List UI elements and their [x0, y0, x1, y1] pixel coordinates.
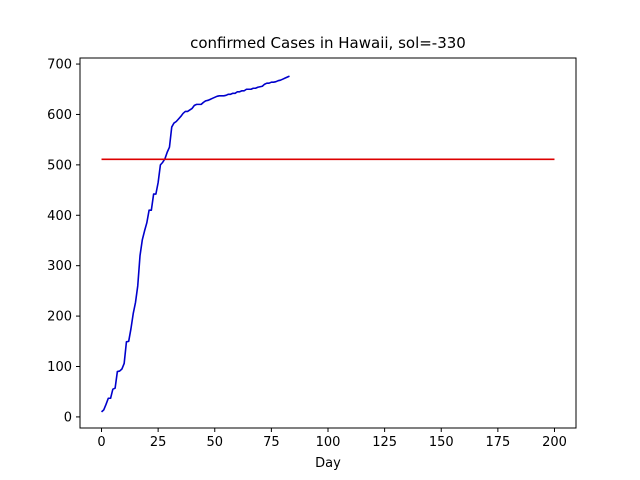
y-axis: 0 100 200 300 400 500 600 700 — [47, 58, 80, 425]
y-tick-label: 500 — [47, 158, 72, 173]
x-axis-label: Day — [315, 456, 341, 471]
y-tick-label: 0 — [64, 410, 72, 425]
chart-title: confirmed Cases in Hawaii, sol=-330 — [190, 34, 466, 52]
x-tick-label: 25 — [150, 435, 167, 450]
x-tick-label: 150 — [429, 435, 454, 450]
series-layer — [100, 75, 555, 413]
x-tick-label: 200 — [542, 435, 567, 450]
confirmed-cases-line — [100, 75, 290, 413]
y-tick-label: 100 — [47, 360, 72, 375]
x-tick-label: 100 — [316, 435, 341, 450]
y-tick-label: 600 — [47, 108, 72, 123]
x-tick-label: 175 — [485, 435, 510, 450]
x-tick-label: 0 — [97, 435, 105, 450]
y-tick-label: 700 — [47, 58, 72, 73]
x-axis: 0 25 50 75 100 125 150 175 200 — [97, 428, 567, 450]
x-tick-label: 75 — [263, 435, 280, 450]
x-tick-label: 125 — [372, 435, 397, 450]
y-tick-label: 200 — [47, 310, 72, 325]
y-tick-label: 300 — [47, 259, 72, 274]
y-tick-label: 400 — [47, 209, 72, 224]
x-tick-label: 50 — [206, 435, 223, 450]
